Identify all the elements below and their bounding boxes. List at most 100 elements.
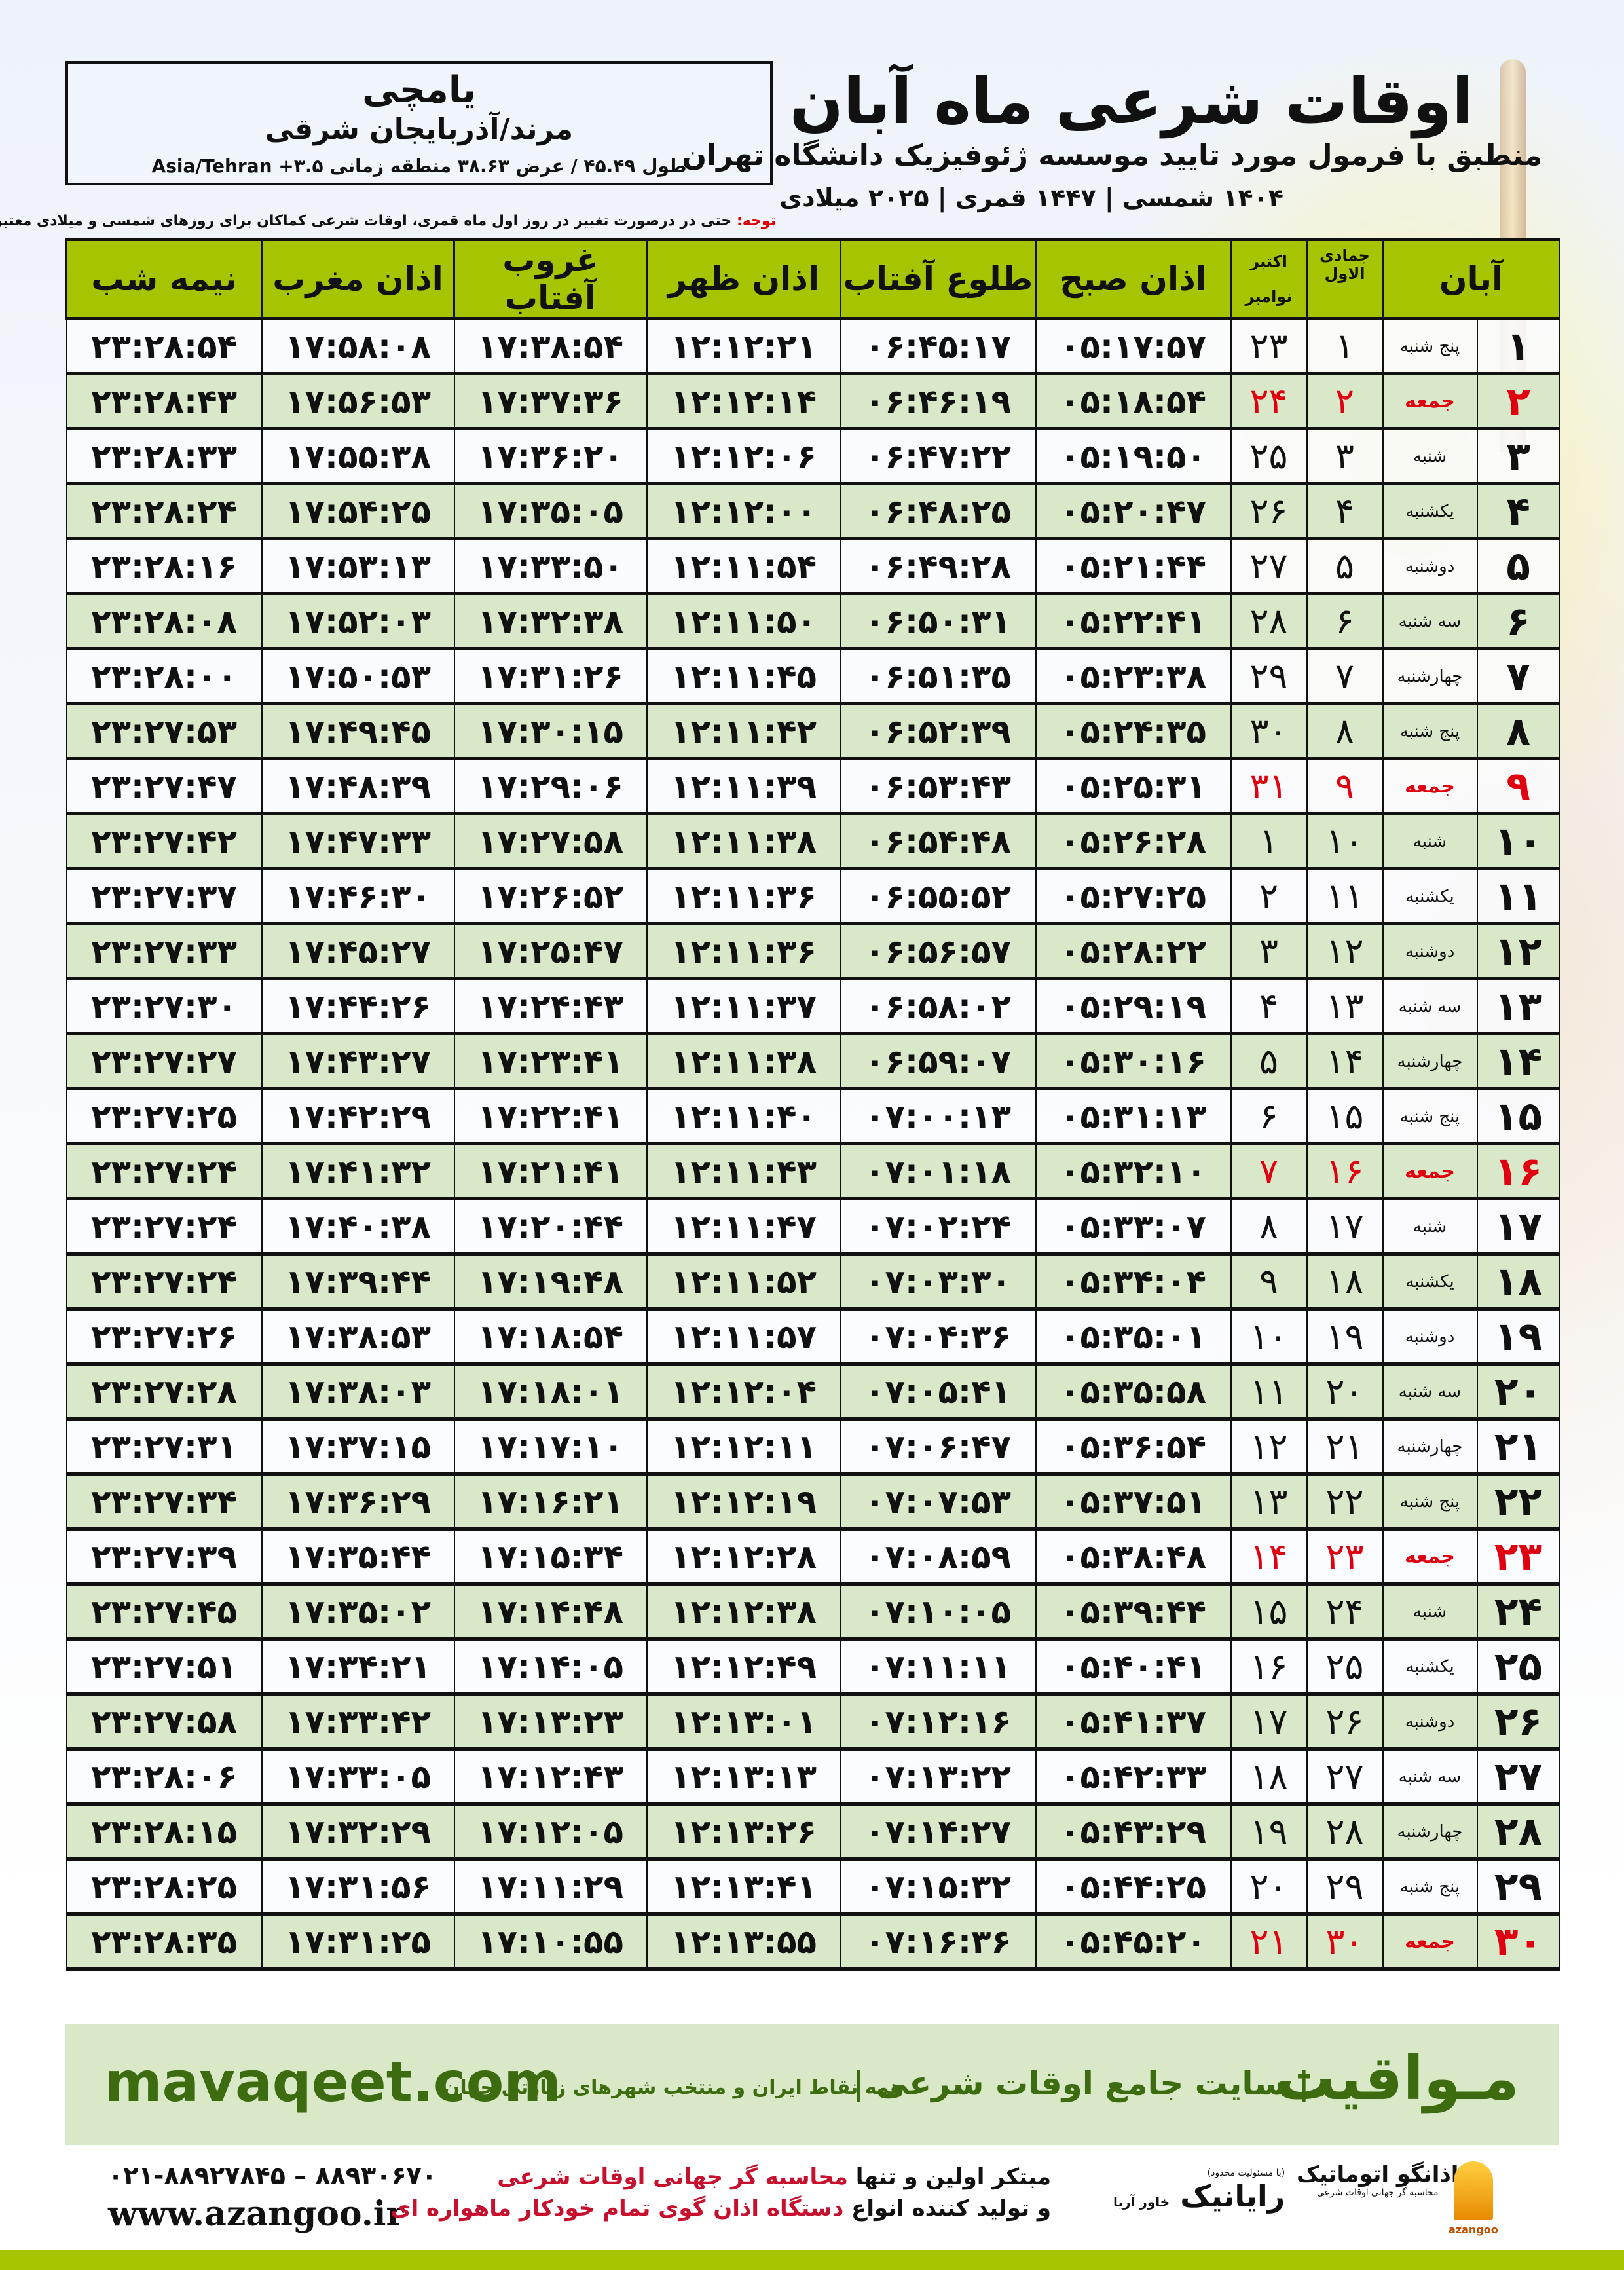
table-body: ۱ پنج شنبه ۱ ۲۳ ۰۵:۱۷:۵۷ ۰۶:۴۵:۱۷ ۱۲:۱۲:۲۱ ۱۷:۳…: [65, 318, 1560, 1971]
weekday: پنج شنبه: [1382, 1088, 1478, 1145]
hijri-day: ۷: [1306, 648, 1384, 705]
gregorian-day: ۱۰: [1230, 1308, 1308, 1366]
maghrib-time: ۱۷:۳۶:۲۹: [261, 1473, 455, 1531]
shamsi-day: ۷: [1476, 648, 1560, 705]
weekday: سه شنبه: [1382, 1748, 1478, 1806]
rayanik-sub: خاور آریا: [1113, 2194, 1170, 2210]
midnight-time: ۲۳:۲۷:۴۵: [65, 1583, 263, 1641]
maghrib-time: ۱۷:۳۱:۲۵: [261, 1913, 455, 1971]
dhuhr-time: ۱۲:۱۱:۵۴: [646, 538, 841, 595]
dhuhr-time: ۱۲:۱۲:۱۴: [646, 373, 841, 430]
gregorian-day: ۱۳: [1230, 1473, 1308, 1531]
maghrib-time: ۱۷:۳۵:۴۴: [261, 1528, 455, 1586]
sunrise-time: ۰۷:۰۳:۳۰: [840, 1253, 1037, 1311]
sunset-time: ۱۷:۱۸:۵۴: [453, 1308, 648, 1366]
azangoo-website[interactable]: www.azangoo.ir: [108, 2194, 404, 2234]
header-maghrib: اذان مغرب: [261, 238, 455, 320]
fajr-time: ۰۵:۴۵:۲۰: [1035, 1913, 1232, 1971]
midnight-time: ۲۳:۲۸:۳۳: [65, 428, 263, 485]
shamsi-day: ۱۶: [1476, 1143, 1560, 1200]
sunset-time: ۱۷:۱۴:۴۸: [453, 1583, 648, 1641]
dhuhr-time: ۱۲:۱۱:۳۸: [646, 1033, 841, 1090]
shamsi-day: ۱۰: [1476, 813, 1560, 870]
table-header-row: آبان جمادی الاول اکتبر نوامبر اذان صبح طل…: [65, 238, 1560, 320]
weekday: یکشنبه: [1382, 1638, 1478, 1696]
rayanik-name: رایانیک: [1180, 2178, 1285, 2214]
maghrib-time: ۱۷:۳۹:۴۴: [261, 1253, 455, 1311]
azangoo-sub: محاسبه گر جهانی اوقات شرعی: [1316, 2187, 1439, 2198]
maghrib-time: ۱۷:۵۶:۵۳: [261, 373, 455, 430]
midnight-time: ۲۳:۲۷:۳۹: [65, 1528, 263, 1586]
hijri-day: ۱۰: [1306, 813, 1384, 870]
weekday: یکشنبه: [1382, 1253, 1478, 1311]
sunset-time: ۱۷:۳۸:۵۴: [453, 318, 648, 375]
midnight-time: ۲۳:۲۷:۴۲: [65, 813, 263, 870]
shamsi-day: ۴: [1476, 483, 1560, 540]
sunrise-time: ۰۷:۰۲:۲۴: [840, 1198, 1037, 1256]
shamsi-day: ۱۲: [1476, 923, 1560, 980]
shamsi-day: ۱۹: [1476, 1308, 1560, 1366]
hijri-day: ۱۵: [1306, 1088, 1384, 1145]
fajr-time: ۰۵:۳۴:۰۴: [1035, 1253, 1232, 1311]
note-text: حتی در درصورت تغییر در روز اول ماه قمری،…: [0, 213, 737, 229]
gregorian-day: ۷: [1230, 1143, 1308, 1200]
table-row: ۱۰ شنبه ۱۰ ۱ ۰۵:۲۶:۲۸ ۰۶:۵۴:۴۸ ۱۲:۱۱:۳۸ ۱۷:۲۷:۵…: [65, 813, 1560, 870]
fajr-time: ۰۵:۲۱:۴۴: [1035, 538, 1232, 595]
sunset-time: ۱۷:۱۴:۰۵: [453, 1638, 648, 1696]
table-row: ۳ شنبه ۳ ۲۵ ۰۵:۱۹:۵۰ ۰۶:۴۷:۲۲ ۱۲:۱۲:۰۶ ۱۷:۳۶:۲۰…: [65, 428, 1560, 485]
gregorian-day: ۲۸: [1230, 593, 1308, 650]
fajr-time: ۰۵:۴۰:۴۱: [1035, 1638, 1232, 1696]
hijri-day: ۱۶: [1306, 1143, 1384, 1200]
sunrise-time: ۰۶:۵۴:۴۸: [840, 813, 1037, 870]
midnight-time: ۲۳:۲۸:۰۶: [65, 1748, 263, 1806]
gregorian-day: ۲۷: [1230, 538, 1308, 595]
promo-line1-b: محاسبه گر جهانی اوقات شرعی: [497, 2164, 848, 2190]
gregorian-day: ۹: [1230, 1253, 1308, 1311]
azangoo-logo: اذانگو اتوماتیک محاسبه گر جهانی اوقات شر…: [1297, 2161, 1458, 2198]
sunset-time: ۱۷:۳۱:۲۶: [453, 648, 648, 705]
weekday: سه شنبه: [1382, 978, 1478, 1035]
table-row: ۵ دوشنبه ۵ ۲۷ ۰۵:۲۱:۴۴ ۰۶:۴۹:۲۸ ۱۲:۱۱:۵۴ ۱۷:۳۳:…: [65, 538, 1560, 595]
fajr-time: ۰۵:۱۷:۵۷: [1035, 318, 1232, 375]
sunset-time: ۱۷:۱۳:۲۳: [453, 1693, 648, 1751]
sunset-time: ۱۷:۲۹:۰۶: [453, 758, 648, 815]
table-row: ۲۸ چهارشنبه ۲۸ ۱۹ ۰۵:۴۳:۲۹ ۰۷:۱۴:۲۷ ۱۲:۱۳:۲۶ ۱۷…: [65, 1803, 1560, 1861]
table-row: ۲۱ چهارشنبه ۲۱ ۱۲ ۰۵:۳۶:۵۴ ۰۷:۰۶:۴۷ ۱۲:۱۲:۱۱ ۱۷…: [65, 1418, 1560, 1476]
dhuhr-time: ۱۲:۱۱:۵۰: [646, 593, 841, 650]
note: توجه: حتی در درصورت تغییر در روز اول ماه…: [0, 213, 776, 229]
sunset-time: ۱۷:۱۷:۱۰: [453, 1418, 648, 1476]
table-row: ۱۴ چهارشنبه ۱۴ ۵ ۰۵:۳۰:۱۶ ۰۶:۵۹:۰۷ ۱۲:۱۱:۳۸ ۱۷:…: [65, 1033, 1560, 1090]
dhuhr-time: ۱۲:۱۲:۳۸: [646, 1583, 841, 1641]
sunset-time: ۱۷:۱۸:۰۱: [453, 1363, 648, 1421]
weekday: دوشنبه: [1382, 1308, 1478, 1366]
shamsi-day: ۳۰: [1476, 1913, 1560, 1971]
dhuhr-time: ۱۲:۱۳:۵۵: [646, 1913, 841, 1971]
hijri-day: ۸: [1306, 703, 1384, 760]
gregorian-day: ۱۷: [1230, 1693, 1308, 1751]
shamsi-day: ۲۳: [1476, 1528, 1560, 1586]
shamsi-day: ۲۴: [1476, 1583, 1560, 1641]
shamsi-day: ۱۵: [1476, 1088, 1560, 1145]
table-row: ۸ پنج شنبه ۸ ۳۰ ۰۵:۲۴:۳۵ ۰۶:۵۲:۳۹ ۱۲:۱۱:۴۲ ۱۷:۳…: [65, 703, 1560, 760]
hijri-day: ۹: [1306, 758, 1384, 815]
year-dates: ۱۴۰۴ شمسی | ۱۴۴۷ قمری | ۲۰۲۵ میلادی: [779, 183, 1283, 212]
sunrise-time: ۰۶:۵۲:۳۹: [840, 703, 1037, 760]
midnight-time: ۲۳:۲۸:۲۵: [65, 1858, 263, 1916]
header-hijri: جمادی الاول: [1306, 238, 1384, 320]
sunset-time: ۱۷:۲۶:۵۲: [453, 868, 648, 925]
midnight-time: ۲۳:۲۸:۰۰: [65, 648, 263, 705]
shamsi-day: ۹: [1476, 758, 1560, 815]
sunrise-time: ۰۶:۵۵:۵۲: [840, 868, 1037, 925]
site-url[interactable]: mavaqeet.com: [105, 2050, 561, 2114]
sunrise-time: ۰۷:۰۸:۵۹: [840, 1528, 1037, 1586]
page-subtitle: منطبق با فرمول مورد تایید موسسه ژئوفیزیک…: [682, 139, 1542, 172]
sunset-time: ۱۷:۳۲:۳۸: [453, 593, 648, 650]
dhuhr-time: ۱۲:۱۳:۰۱: [646, 1693, 841, 1751]
hijri-day: ۱۸: [1306, 1253, 1384, 1311]
weekday: جمعه: [1382, 1143, 1478, 1200]
sunset-time: ۱۷:۲۰:۴۴: [453, 1198, 648, 1256]
table-row: ۱۲ دوشنبه ۱۲ ۳ ۰۵:۲۸:۲۲ ۰۶:۵۶:۵۷ ۱۲:۱۱:۳۶ ۱۷:۲۵…: [65, 923, 1560, 980]
hijri-day: ۱۴: [1306, 1033, 1384, 1090]
hijri-day: ۲: [1306, 373, 1384, 430]
city-region: مرند/آذربایجان شرقی: [265, 113, 574, 146]
